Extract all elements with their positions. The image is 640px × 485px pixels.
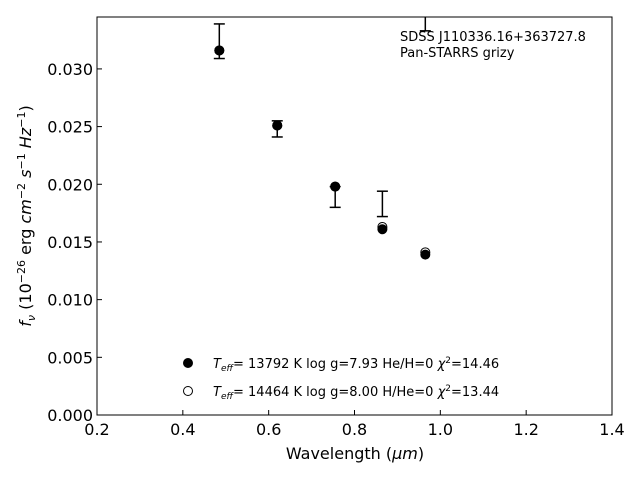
y-tick-label: 0.010 — [47, 291, 93, 310]
x-tick-label: 1.2 — [513, 420, 538, 439]
legend-entry-1: Teff= 13792 K log g=7.93 He/H=0 χ2=14.46 — [213, 356, 499, 374]
legend-marker-filled — [183, 358, 193, 368]
legend-entry-2: Teff= 14464 K log g=8.00 H/He=0 χ2=13.44 — [213, 384, 499, 402]
y-tick-label: 0.005 — [47, 348, 93, 367]
y-tick-label: 0.025 — [47, 118, 93, 137]
y-tick-label: 0.000 — [47, 406, 93, 425]
y-axis-label: fν (10−26 erg cm−2 s−1 Hz−1) — [15, 105, 38, 326]
x-tick-label: 1.4 — [599, 420, 624, 439]
x-axis-label: Wavelength (μm) — [286, 444, 424, 463]
x-tick-label: 0.8 — [342, 420, 367, 439]
x-tick-label: 0.4 — [170, 420, 195, 439]
error-bar — [376, 190, 388, 218]
legend: Teff= 13792 K log g=7.93 He/H=0 χ2=14.46… — [183, 356, 499, 402]
x-tick-label: 0.6 — [256, 420, 281, 439]
model-point-filled — [420, 249, 431, 260]
survey-annotation: Pan-STARRS grizy — [400, 46, 515, 61]
model-point-filled — [330, 181, 341, 192]
plot-marks — [213, 17, 431, 260]
object-name-annotation: SDSS J110336.16+363727.8 — [400, 30, 586, 45]
x-tick-label: 0.2 — [84, 420, 109, 439]
x-tick-label: 1.0 — [428, 420, 453, 439]
y-tick-label: 0.015 — [47, 233, 93, 252]
model-point-filled — [272, 120, 283, 131]
error-bar — [419, 17, 431, 32]
model-point-filled — [214, 45, 225, 56]
y-tick-label: 0.020 — [47, 175, 93, 194]
y-tick-label: 0.030 — [47, 60, 93, 79]
legend-marker-open — [183, 386, 193, 396]
model-point-filled — [377, 224, 388, 235]
axis-ticks: 0.2 0.4 0.6 0.8 1.0 1.2 1.4 0.000 0.005 0.010 0.01… — [47, 60, 625, 439]
